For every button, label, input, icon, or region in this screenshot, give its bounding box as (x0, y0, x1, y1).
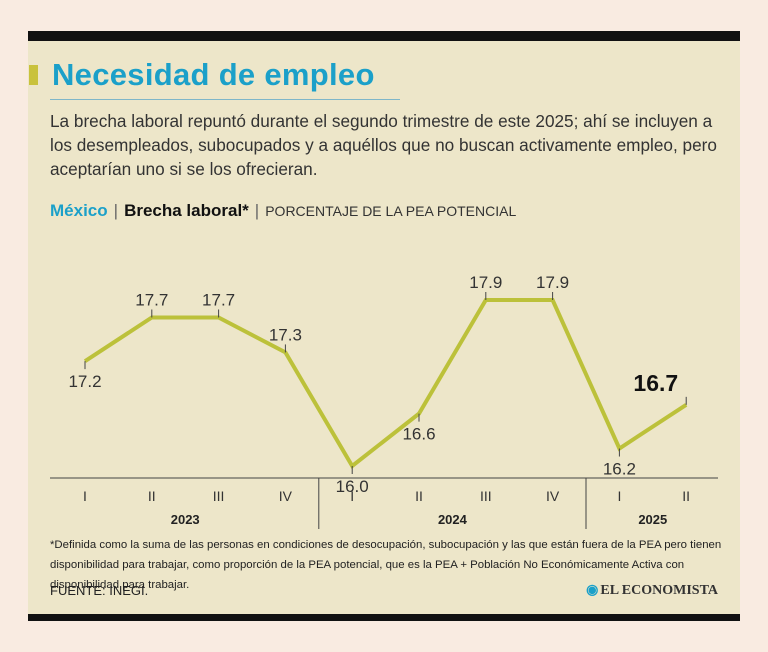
brand-name: EL ECONOMISTA (600, 583, 718, 598)
page-title: Necesidad de empleo (52, 57, 375, 92)
data-label: 16.7 (633, 370, 678, 396)
data-label: 17.9 (536, 273, 569, 292)
x-tick-label: IV (279, 488, 293, 504)
x-group-label: 2024 (438, 512, 468, 527)
data-label: 17.3 (269, 325, 302, 344)
source-note: FUENTE: INEGI. (50, 583, 149, 598)
title-underline (50, 99, 400, 100)
x-tick-label: I (83, 488, 87, 504)
brand-logo: ◉ EL ECONOMISTA (586, 582, 718, 599)
chart-metric: Brecha laboral* (124, 201, 249, 220)
data-label: 16.2 (603, 460, 636, 479)
footnote: *Definida como la suma de las personas e… (50, 539, 722, 591)
data-label: 16.6 (402, 425, 435, 444)
x-tick-label: III (213, 488, 225, 504)
top-border-bar (28, 31, 740, 41)
chart-heading-separator: | (254, 201, 260, 220)
data-label: 17.7 (135, 290, 168, 309)
infographic-card: Necesidad de empleo La brecha laboral re… (28, 31, 740, 621)
x-group-label: 2023 (171, 512, 200, 527)
data-label: 17.7 (202, 290, 235, 309)
data-label: 16.0 (336, 477, 369, 496)
chart-heading: México | Brecha laboral* | PORCENTAJE DE LA … (50, 201, 516, 221)
x-tick-label: II (682, 488, 690, 504)
bottom-border-bar (28, 614, 740, 621)
chart-country: México (50, 201, 108, 220)
x-tick-label: II (148, 488, 156, 504)
x-tick-label: I (350, 488, 354, 504)
chart-unit: PORCENTAJE DE LA PEA POTENCIAL (265, 203, 517, 219)
x-group-label: 2025 (638, 512, 667, 527)
data-label: 17.2 (68, 372, 101, 391)
data-label: 17.9 (469, 273, 502, 292)
subtitle: La brecha laboral repuntó durante el seg… (50, 111, 717, 179)
x-tick-label: I (617, 488, 621, 504)
x-tick-label: II (415, 488, 423, 504)
chart-heading-separator: | (113, 201, 119, 220)
title-accent-mark (29, 65, 38, 85)
x-tick-label: IV (546, 488, 560, 504)
brand-circle-icon: ◉ (586, 583, 599, 598)
series-line (83, 298, 688, 469)
x-tick-label: III (480, 488, 492, 504)
line-chart: 17.2 17.7 17.7 17.3 16.0 16.6 17.9 17.9 16.2 16.7… (50, 273, 718, 529)
